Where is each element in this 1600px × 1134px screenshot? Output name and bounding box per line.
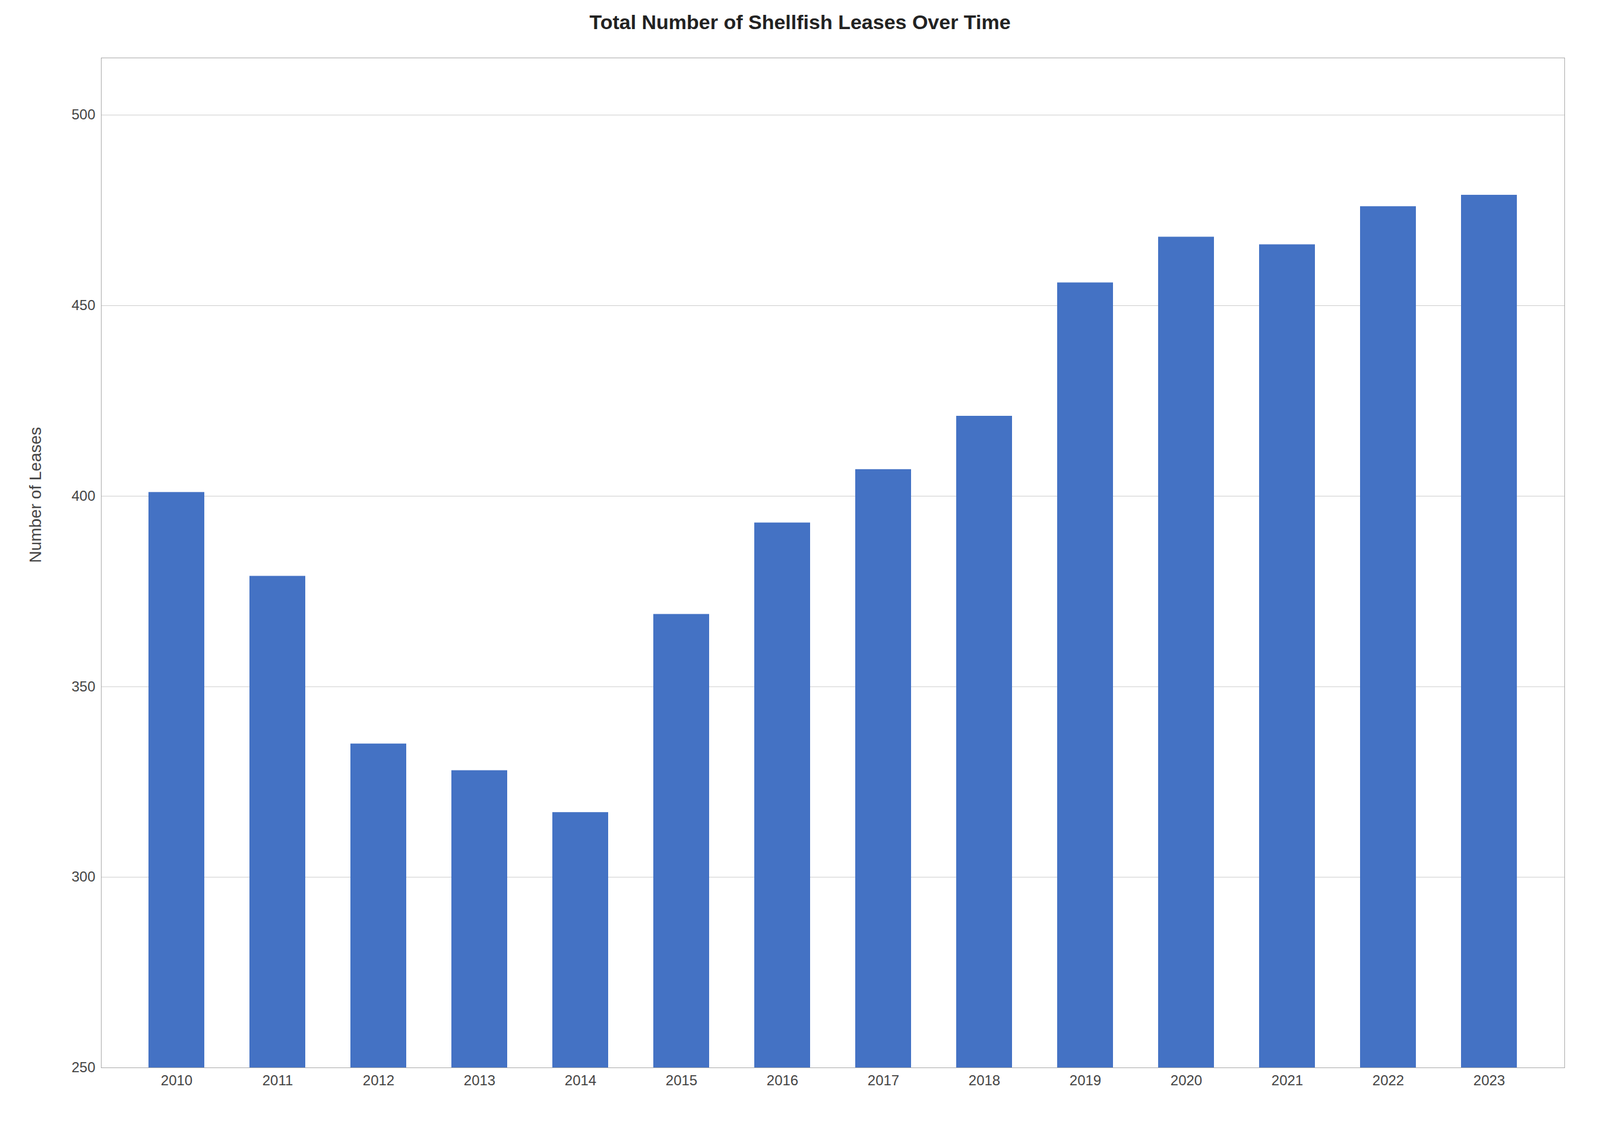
svg-text:2018: 2018	[968, 1072, 1001, 1089]
svg-text:2014: 2014	[564, 1072, 597, 1089]
svg-text:2011: 2011	[262, 1072, 294, 1089]
svg-text:2023: 2023	[1473, 1072, 1505, 1089]
svg-text:350: 350	[71, 678, 96, 695]
svg-text:2016: 2016	[766, 1072, 799, 1089]
svg-text:2022: 2022	[1372, 1072, 1405, 1089]
svg-text:2012: 2012	[362, 1072, 395, 1089]
svg-text:300: 300	[71, 868, 96, 885]
svg-text:2015: 2015	[665, 1072, 698, 1089]
svg-text:450: 450	[71, 296, 96, 313]
svg-text:2013: 2013	[463, 1072, 496, 1089]
svg-text:250: 250	[71, 1058, 96, 1075]
svg-text:Number of Leases: Number of Leases	[26, 427, 45, 564]
svg-text:500: 500	[71, 106, 96, 123]
svg-text:2019: 2019	[1069, 1072, 1102, 1089]
svg-text:2010: 2010	[160, 1072, 193, 1089]
svg-text:400: 400	[71, 487, 96, 504]
html-text:Total Number of Shellfish Leas: Total Number of Shellfish Leases Over Ti…	[589, 10, 1011, 34]
svg-text:2020: 2020	[1170, 1072, 1203, 1089]
svg-text:2017: 2017	[867, 1072, 900, 1089]
svg-text:2021: 2021	[1271, 1072, 1304, 1089]
